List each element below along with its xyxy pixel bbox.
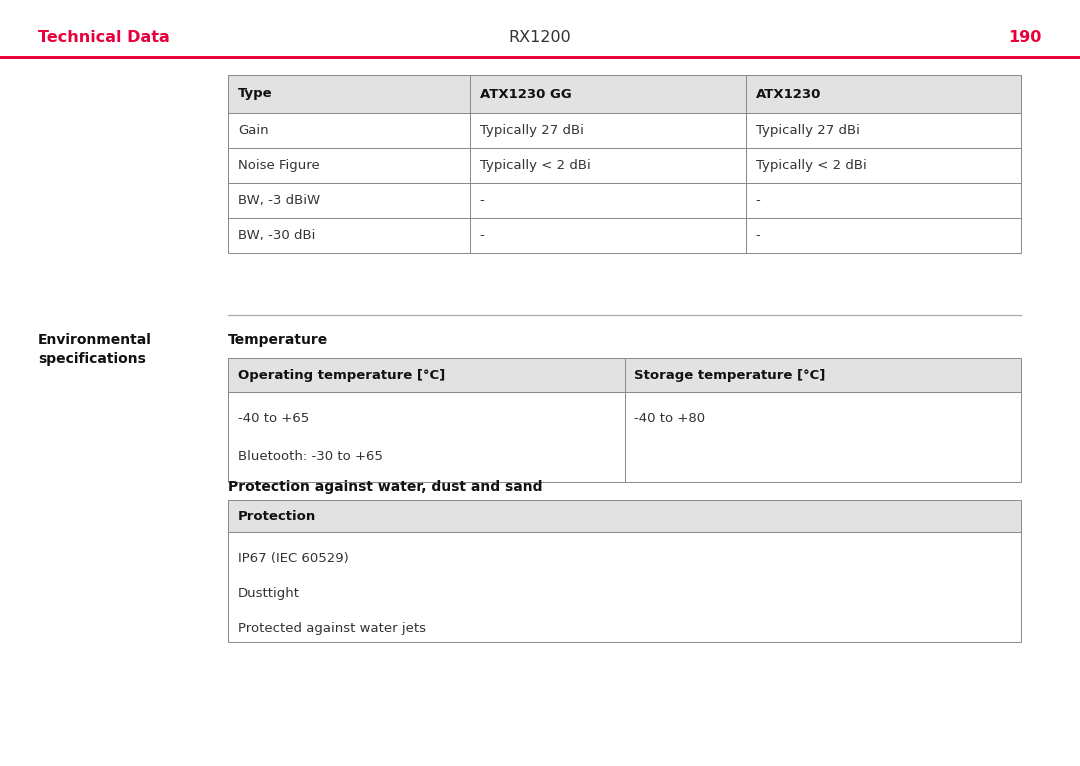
Bar (470, 183, 746, 218)
Text: Gain: Gain (238, 124, 269, 137)
Text: -: - (756, 194, 760, 207)
Text: Temperature: Temperature (228, 333, 328, 347)
Bar (470, 75, 746, 113)
Text: ATX1230: ATX1230 (756, 87, 821, 100)
Bar (228, 358, 624, 392)
Bar (746, 113, 1021, 148)
Bar (470, 113, 746, 148)
Bar (746, 75, 1021, 113)
Bar (228, 113, 470, 148)
Text: IP67 (IEC 60529): IP67 (IEC 60529) (238, 552, 349, 565)
Text: Operating temperature [°C]: Operating temperature [°C] (238, 368, 445, 381)
Bar (228, 392, 624, 482)
Bar (228, 532, 1021, 642)
Text: Bluetooth: -30 to +65: Bluetooth: -30 to +65 (238, 450, 383, 463)
Text: Protected against water jets: Protected against water jets (238, 622, 426, 635)
Text: RX1200: RX1200 (509, 31, 571, 45)
Text: Protection against water, dust and sand: Protection against water, dust and sand (228, 480, 542, 494)
Text: Protection: Protection (238, 509, 316, 522)
Text: Storage temperature [°C]: Storage temperature [°C] (635, 368, 826, 381)
Text: -: - (480, 229, 485, 242)
Bar (746, 218, 1021, 253)
Bar (746, 183, 1021, 218)
Text: Typically 27 dBi: Typically 27 dBi (480, 124, 583, 137)
Text: -: - (756, 229, 760, 242)
Text: Technical Data: Technical Data (38, 31, 170, 45)
Bar (624, 392, 1021, 482)
Text: Typically 27 dBi: Typically 27 dBi (756, 124, 860, 137)
Text: Type: Type (238, 87, 272, 100)
Bar (470, 148, 746, 183)
Bar (228, 218, 470, 253)
Bar (228, 75, 470, 113)
Text: BW, -30 dBi: BW, -30 dBi (238, 229, 315, 242)
Text: ATX1230 GG: ATX1230 GG (480, 87, 571, 100)
Text: Dusttight: Dusttight (238, 587, 300, 600)
Text: BW, -3 dBiW: BW, -3 dBiW (238, 194, 320, 207)
Text: -: - (480, 194, 485, 207)
Text: Environmental
specifications: Environmental specifications (38, 333, 152, 366)
Bar (746, 148, 1021, 183)
Text: 190: 190 (1009, 31, 1042, 45)
Text: Typically < 2 dBi: Typically < 2 dBi (480, 159, 591, 172)
Text: Typically < 2 dBi: Typically < 2 dBi (756, 159, 866, 172)
Bar (228, 148, 470, 183)
Bar (0, 56, 1080, 59)
Bar (470, 218, 746, 253)
Bar (228, 183, 470, 218)
Bar (228, 500, 1021, 532)
Text: Noise Figure: Noise Figure (238, 159, 320, 172)
Bar (624, 358, 1021, 392)
Text: -40 to +80: -40 to +80 (635, 412, 705, 425)
Text: -40 to +65: -40 to +65 (238, 412, 309, 425)
